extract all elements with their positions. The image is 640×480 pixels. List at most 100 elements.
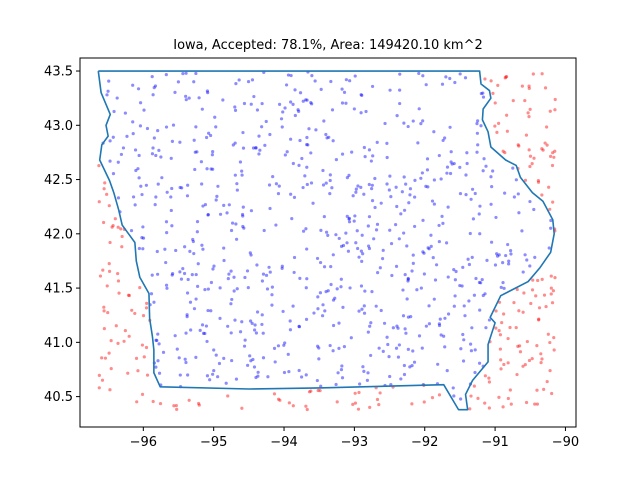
rejected-point	[437, 393, 442, 397]
accepted-point	[370, 290, 374, 294]
accepted-point	[266, 375, 270, 379]
accepted-point	[355, 229, 359, 233]
accepted-point	[256, 374, 260, 378]
accepted-point	[523, 253, 527, 257]
rejected-point	[335, 400, 339, 404]
accepted-point	[193, 150, 197, 154]
accepted-point	[260, 101, 264, 106]
accepted-point	[234, 222, 238, 226]
rejected-point	[553, 97, 557, 102]
rejected-point	[508, 325, 512, 330]
accepted-point	[233, 105, 237, 109]
accepted-point	[306, 143, 310, 147]
accepted-point	[347, 217, 351, 221]
accepted-point	[240, 173, 244, 177]
rejected-point	[377, 403, 381, 407]
accepted-point	[282, 343, 286, 347]
accepted-point	[413, 224, 417, 229]
accepted-point	[413, 178, 417, 182]
accepted-point	[261, 272, 266, 276]
rejected-point	[526, 111, 530, 115]
accepted-point	[214, 125, 218, 129]
accepted-point	[328, 178, 332, 183]
rejected-point	[536, 278, 540, 283]
accepted-point	[190, 272, 194, 277]
accepted-point	[232, 289, 236, 293]
accepted-point	[512, 195, 516, 199]
accepted-point	[367, 148, 372, 152]
x-tick-label: −92	[411, 435, 438, 450]
rejected-point	[539, 361, 543, 365]
accepted-point	[326, 289, 330, 293]
accepted-point	[334, 382, 338, 387]
rejected-point	[489, 79, 493, 83]
sample-points	[97, 70, 557, 412]
accepted-point	[156, 359, 160, 363]
accepted-point	[397, 343, 401, 347]
rejected-point	[496, 83, 500, 88]
accepted-point	[288, 328, 293, 332]
accepted-point	[477, 212, 481, 216]
accepted-point	[142, 108, 146, 112]
rejected-point	[97, 200, 101, 204]
accepted-point	[192, 138, 196, 142]
accepted-point	[242, 226, 246, 230]
accepted-point	[475, 131, 479, 135]
accepted-point	[177, 356, 181, 360]
accepted-point	[293, 88, 297, 92]
accepted-point	[380, 257, 385, 261]
accepted-point	[240, 169, 244, 173]
accepted-point	[331, 298, 336, 302]
accepted-point	[331, 323, 336, 328]
accepted-point	[227, 203, 231, 207]
accepted-point	[280, 266, 284, 270]
accepted-point	[362, 304, 366, 308]
accepted-point	[298, 91, 303, 95]
accepted-point	[363, 289, 367, 293]
accepted-point	[151, 146, 155, 150]
rejected-point	[487, 376, 491, 380]
accepted-point	[232, 275, 236, 279]
rejected-point	[107, 351, 111, 355]
accepted-point	[320, 314, 325, 318]
accepted-point	[246, 286, 250, 290]
accepted-point	[469, 349, 474, 353]
accepted-point	[116, 196, 121, 200]
accepted-point	[476, 119, 480, 123]
rejected-point	[523, 178, 528, 182]
accepted-point	[277, 102, 282, 106]
accepted-point	[479, 91, 483, 96]
accepted-point	[319, 87, 323, 92]
accepted-point	[250, 78, 255, 82]
accepted-point	[129, 228, 134, 233]
accepted-point	[286, 352, 290, 356]
accepted-point	[470, 255, 474, 259]
rejected-point	[107, 204, 111, 208]
accepted-point	[370, 199, 375, 203]
accepted-point	[348, 79, 352, 83]
accepted-point	[270, 293, 274, 297]
accepted-point	[297, 325, 301, 329]
accepted-point	[340, 152, 345, 156]
accepted-point	[184, 360, 188, 365]
accepted-point	[157, 148, 161, 153]
accepted-point	[417, 334, 422, 338]
rejected-point	[550, 163, 555, 168]
accepted-point	[354, 187, 358, 191]
accepted-point	[453, 278, 457, 282]
accepted-point	[411, 261, 415, 265]
accepted-point	[154, 195, 158, 199]
accepted-point	[283, 341, 287, 345]
accepted-point	[280, 264, 284, 268]
accepted-point	[323, 309, 327, 313]
accepted-point	[304, 227, 308, 231]
accepted-point	[419, 121, 423, 126]
accepted-point	[254, 331, 259, 335]
accepted-point	[284, 83, 289, 87]
accepted-point	[157, 371, 162, 375]
accepted-point	[446, 275, 450, 279]
accepted-point	[412, 360, 417, 364]
rejected-point	[100, 356, 104, 360]
rejected-point	[291, 404, 295, 408]
accepted-point	[427, 247, 431, 251]
